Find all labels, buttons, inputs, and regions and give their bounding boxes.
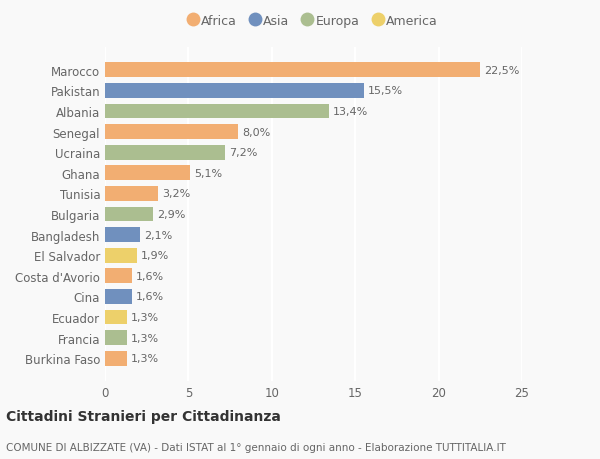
Text: 13,4%: 13,4% (332, 107, 368, 117)
Text: 2,9%: 2,9% (158, 210, 186, 219)
Text: 5,1%: 5,1% (194, 168, 223, 179)
Text: 15,5%: 15,5% (368, 86, 403, 96)
Text: 1,9%: 1,9% (141, 251, 169, 261)
Text: 1,3%: 1,3% (131, 353, 159, 364)
Bar (105, 84, 364, 99)
Bar (105, 207, 154, 222)
Bar (105, 187, 158, 202)
Bar (105, 310, 127, 325)
Text: 22,5%: 22,5% (484, 66, 520, 76)
Text: 1,6%: 1,6% (136, 271, 164, 281)
Bar (105, 63, 481, 78)
Text: Cittadini Stranieri per Cittadinanza: Cittadini Stranieri per Cittadinanza (6, 409, 281, 423)
Bar (105, 166, 190, 181)
Legend: Africa, Asia, Europa, America: Africa, Asia, Europa, America (190, 15, 437, 28)
Text: 7,2%: 7,2% (229, 148, 257, 158)
Bar (105, 289, 131, 304)
Text: COMUNE DI ALBIZZATE (VA) - Dati ISTAT al 1° gennaio di ogni anno - Elaborazione : COMUNE DI ALBIZZATE (VA) - Dati ISTAT al… (6, 442, 506, 452)
Text: 1,3%: 1,3% (131, 333, 159, 343)
Bar (105, 269, 131, 284)
Text: 1,3%: 1,3% (131, 313, 159, 322)
Text: 2,1%: 2,1% (144, 230, 172, 240)
Bar (105, 105, 329, 119)
Bar (105, 228, 140, 242)
Text: 1,6%: 1,6% (136, 292, 164, 302)
Text: 8,0%: 8,0% (242, 128, 271, 137)
Bar (105, 125, 238, 140)
Bar (105, 330, 127, 345)
Bar (105, 248, 137, 263)
Bar (105, 351, 127, 366)
Text: 3,2%: 3,2% (163, 189, 191, 199)
Bar (105, 146, 225, 160)
